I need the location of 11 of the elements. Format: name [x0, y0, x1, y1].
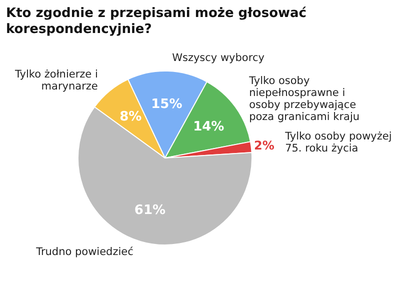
- slice-label: Trudno powiedzieć: [35, 246, 134, 258]
- data-label: 14%: [193, 119, 224, 134]
- slice-label: Tylko osoby niepełnosprawne i osoby przebywające poza granicami kraju: [248, 74, 360, 123]
- data-label: 15%: [151, 97, 182, 112]
- chart-title: Kto zgodnie z przepisami może głosować korespondencyjnie?: [6, 6, 307, 37]
- slice-label: Tylko żołnierze i marynarze: [14, 68, 98, 93]
- data-label: 2%: [254, 138, 274, 152]
- data-label: 61%: [134, 202, 166, 218]
- slice-label: Wszyscy wyborcy: [172, 52, 264, 64]
- slice-label: Tylko osoby powyżej 75. roku życia: [284, 130, 392, 154]
- data-label: 8%: [120, 109, 142, 124]
